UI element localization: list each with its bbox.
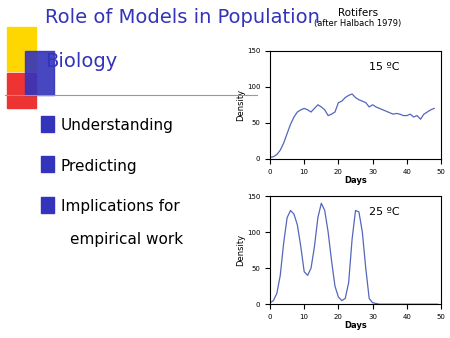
Text: 15 ºC: 15 ºC	[369, 62, 400, 72]
Text: empirical work: empirical work	[70, 232, 183, 246]
Text: Rotifers: Rotifers	[338, 8, 378, 19]
Text: Role of Models in Population: Role of Models in Population	[45, 8, 320, 27]
Y-axis label: Density: Density	[236, 234, 245, 266]
X-axis label: Days: Days	[344, 176, 367, 185]
Text: Implications for: Implications for	[61, 199, 180, 214]
Text: 25 ºC: 25 ºC	[369, 207, 400, 217]
Text: (after Halbach 1979): (after Halbach 1979)	[314, 19, 401, 28]
Text: Understanding: Understanding	[61, 118, 174, 133]
Text: Predicting: Predicting	[61, 159, 137, 174]
Y-axis label: Density: Density	[236, 89, 245, 121]
Text: Biology: Biology	[45, 52, 117, 71]
X-axis label: Days: Days	[344, 321, 367, 330]
